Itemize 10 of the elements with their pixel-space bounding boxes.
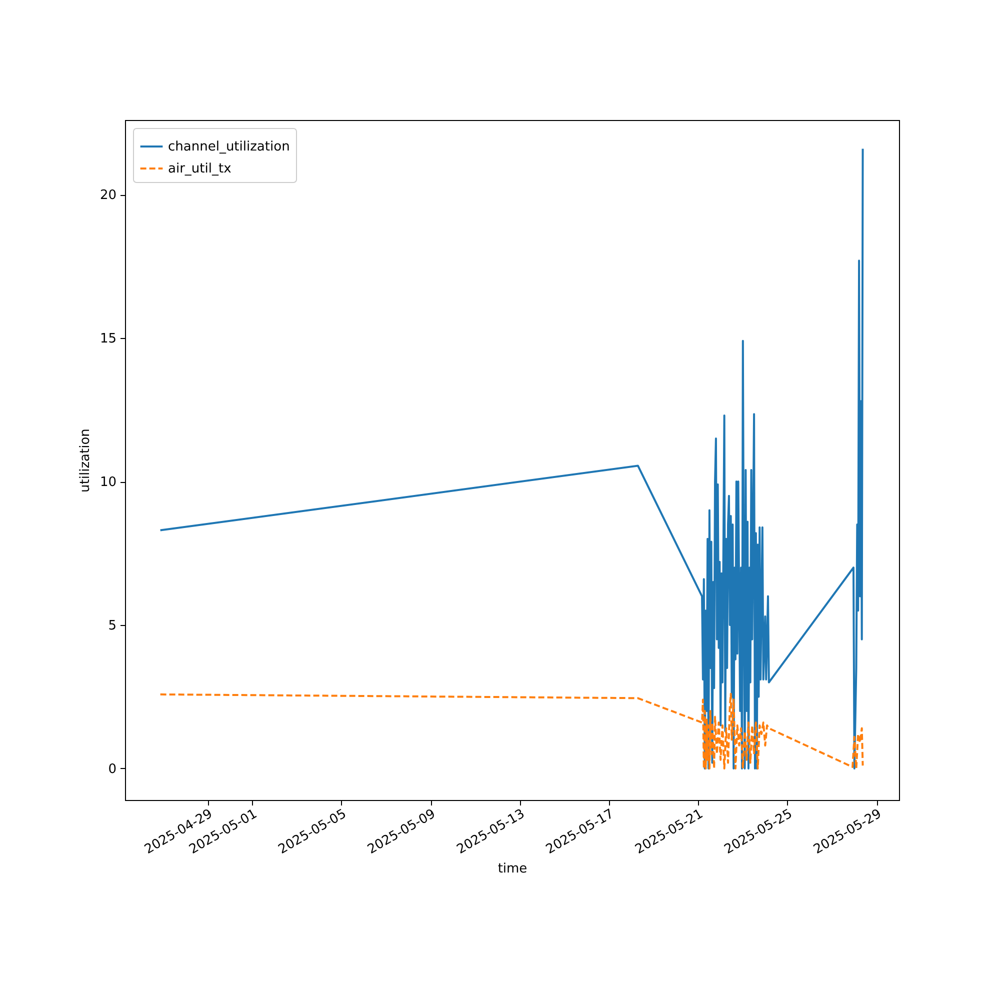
legend-label: channel_utilization xyxy=(168,140,290,154)
y-tick-label: 10 xyxy=(100,475,116,490)
x-axis-title: time xyxy=(498,862,528,877)
y-tick-label: 15 xyxy=(100,332,116,347)
legend-label: air_util_tx xyxy=(168,162,232,176)
y-tick-label: 0 xyxy=(108,762,116,777)
line-series xyxy=(159,692,864,770)
y-axis-title: utilization xyxy=(78,428,93,492)
y-tick-label: 5 xyxy=(108,618,116,634)
y-tick-label: 20 xyxy=(100,188,116,204)
